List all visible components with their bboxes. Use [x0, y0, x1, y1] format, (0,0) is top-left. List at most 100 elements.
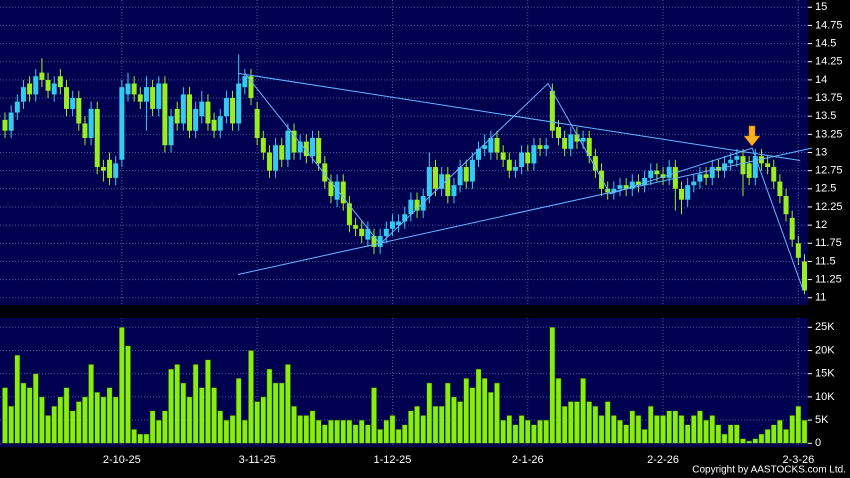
- candle-body: [248, 76, 254, 99]
- volume-bar: [592, 405, 599, 444]
- volume-bar: [561, 405, 568, 444]
- volume-bar: [531, 424, 537, 444]
- candle-body: [426, 167, 432, 197]
- volume-bar: [549, 327, 556, 444]
- volume-bar: [223, 419, 230, 444]
- candle-body: [377, 236, 383, 247]
- candle-body: [389, 221, 395, 229]
- volume-bar: [155, 419, 162, 444]
- candle-body: [187, 94, 192, 131]
- candle-body: [549, 90, 555, 131]
- volume-bar: [451, 396, 457, 444]
- y-tick-label: 14.5: [815, 37, 836, 49]
- volume-bar: [383, 419, 390, 444]
- volume-bar: [174, 364, 181, 444]
- volume-bar: [82, 396, 88, 444]
- candle-body: [180, 94, 186, 124]
- volume-bar: [598, 415, 605, 444]
- candle-body: [752, 156, 758, 178]
- candle-body: [469, 159, 475, 182]
- volume-bar: [518, 415, 525, 444]
- volume-bar: [112, 396, 119, 444]
- volume-bar: [524, 419, 531, 444]
- candle-body: [236, 83, 242, 124]
- candle-body: [765, 163, 771, 168]
- candle-body: [789, 217, 795, 240]
- candle-body: [642, 177, 648, 186]
- candle-body: [537, 145, 543, 149]
- y-tick-label: 13: [815, 146, 827, 158]
- volume-bar: [469, 387, 476, 444]
- volume-bar: [721, 433, 728, 444]
- candle-body: [57, 76, 63, 88]
- volume-bar: [690, 415, 697, 444]
- volume-bar: [291, 405, 297, 444]
- candle-body: [14, 101, 20, 113]
- volume-bar: [764, 429, 771, 444]
- volume-bar: [346, 419, 353, 444]
- y-tick-label: 14: [815, 74, 827, 86]
- volume-bar: [377, 429, 383, 444]
- x-tick-label: 3-11-25: [239, 454, 276, 466]
- candle-body: [617, 185, 623, 189]
- volume-bar: [629, 410, 636, 444]
- candle-body: [777, 181, 783, 197]
- candle-body: [150, 87, 156, 109]
- y-tick-label: 13.75: [815, 92, 843, 104]
- volume-bar: [715, 424, 722, 444]
- candle-body: [205, 101, 211, 124]
- volume-tick-label: 5K: [815, 414, 829, 426]
- candle-body: [64, 87, 69, 109]
- volume-bar: [401, 424, 408, 444]
- candle-body: [580, 137, 586, 142]
- candle-body: [691, 181, 697, 186]
- y-tick-label: 11.5: [815, 255, 836, 267]
- volume-bar: [795, 405, 802, 444]
- volume-bar: [365, 424, 371, 444]
- volume-bar: [567, 401, 574, 444]
- volume-bar: [137, 433, 144, 444]
- candle-body: [758, 156, 764, 164]
- candle-body: [143, 87, 149, 102]
- candle-body: [494, 137, 500, 153]
- volume-bar: [432, 405, 439, 444]
- candle-body: [623, 185, 629, 189]
- arrow-marker: [743, 125, 761, 147]
- volume-bar: [734, 424, 740, 444]
- candle-body: [125, 83, 131, 95]
- volume-tick-label: 15K: [815, 368, 835, 380]
- volume-bar: [39, 396, 45, 444]
- volume-bar: [395, 429, 402, 444]
- volume-bar: [192, 364, 199, 444]
- y-tick-label: 13.5: [815, 110, 836, 122]
- candle-body: [76, 98, 82, 124]
- volume-bar: [408, 410, 414, 444]
- volume-bar: [278, 382, 285, 444]
- candle-body: [703, 174, 709, 178]
- candle-body: [445, 174, 451, 197]
- candle-body: [396, 221, 402, 226]
- candle-body: [414, 199, 420, 211]
- volume-bar: [14, 354, 21, 444]
- candle-body: [242, 76, 248, 88]
- volume-bar: [57, 396, 64, 444]
- trend-line: [244, 73, 804, 291]
- volume-bar: [26, 387, 33, 444]
- volume-bar: [746, 440, 752, 444]
- candle-body: [51, 83, 57, 95]
- volume-bar: [125, 345, 131, 444]
- y-tick-label: 11.25: [815, 273, 842, 285]
- candle-body: [783, 196, 789, 215]
- volume-bar: [537, 419, 543, 444]
- volume-bar: [475, 368, 482, 444]
- volume-bar: [168, 368, 174, 444]
- volume-bar: [303, 415, 310, 444]
- y-tick-label: 12.25: [815, 201, 843, 213]
- y-tick-label: 11.75: [815, 237, 842, 249]
- volume-bar: [414, 405, 420, 444]
- candle-body: [260, 137, 266, 153]
- volume-bar: [143, 433, 150, 444]
- candle-body: [457, 167, 463, 186]
- volume-bar: [666, 410, 673, 444]
